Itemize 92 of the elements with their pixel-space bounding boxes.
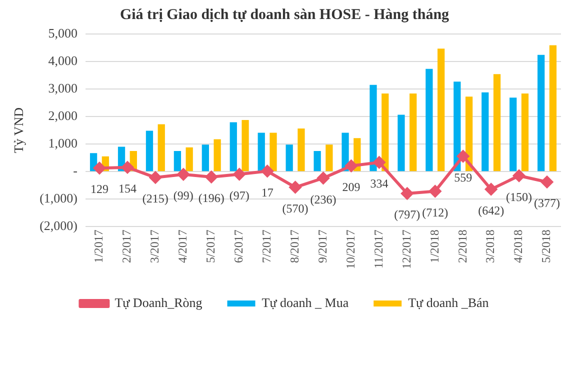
point — [289, 181, 302, 194]
bar — [521, 93, 529, 172]
legend-label: Tự doanh _Bán — [408, 294, 490, 310]
data-label: (797) — [394, 208, 420, 222]
y-tick-label: 2,000 — [48, 108, 78, 123]
data-label: (377) — [534, 196, 560, 210]
bar — [146, 130, 154, 172]
y-axis-title: Tỷ VND — [11, 108, 26, 154]
data-label: (150) — [506, 190, 532, 204]
y-tick-label: 3,000 — [48, 80, 78, 96]
point — [149, 172, 162, 184]
bar — [398, 114, 405, 172]
x-tick-label: 5/2017 — [204, 230, 218, 264]
data-label: (642) — [478, 203, 504, 218]
y-tick-label: 4,000 — [48, 52, 78, 68]
bar — [202, 144, 209, 172]
point — [261, 165, 274, 178]
legend-label: Tự doanh _ Mua — [262, 294, 349, 310]
point — [513, 170, 526, 182]
bar — [186, 147, 193, 172]
bar — [214, 139, 221, 172]
y-tick-label: (2,000) — [40, 218, 78, 234]
x-tick-label: 3/2017 — [148, 230, 162, 264]
data-label: (97) — [229, 188, 250, 202]
bar — [482, 92, 489, 172]
x-tick-label: 1/2017 — [92, 230, 106, 264]
bar — [538, 54, 545, 172]
point — [317, 172, 330, 184]
bar — [314, 150, 321, 172]
bar — [493, 74, 501, 172]
data-label: (712) — [422, 205, 448, 220]
data-label: 154 — [118, 182, 136, 196]
point — [429, 185, 442, 198]
x-tick-label: 1/2018 — [427, 230, 442, 264]
point — [541, 176, 554, 188]
data-label: (196) — [198, 191, 224, 206]
x-tick-label: 2/2018 — [455, 230, 470, 264]
bar — [426, 68, 433, 172]
point — [457, 150, 470, 162]
bar — [326, 144, 333, 172]
x-tick-label: 9/2017 — [315, 230, 330, 264]
point — [401, 188, 414, 200]
y-tick-label: 5,000 — [48, 25, 78, 40]
point — [233, 168, 246, 180]
bar — [465, 96, 473, 172]
bar — [174, 150, 182, 172]
data-label: (570) — [282, 201, 308, 216]
data-label: (215) — [142, 192, 168, 206]
bar — [370, 84, 377, 172]
x-tick-label: 2/2017 — [120, 230, 134, 264]
point — [205, 171, 218, 184]
bar — [242, 120, 249, 172]
bar — [549, 45, 557, 172]
x-tick-label: 11/2017 — [371, 230, 386, 269]
point — [93, 162, 106, 174]
legend-label: Tự Doanh_Ròng — [114, 294, 203, 310]
data-label: 17 — [261, 185, 274, 200]
point — [177, 168, 190, 180]
x-tick-label: 7/2017 — [259, 230, 274, 264]
x-tick-label: 5/2018 — [539, 230, 554, 264]
point — [121, 161, 134, 174]
bar — [438, 48, 445, 172]
bar — [382, 93, 389, 172]
point — [373, 156, 386, 168]
y-tick-label: 1,000 — [48, 136, 78, 151]
chart-title: Giá trị Giao dịch tự doanh sàn HOSE - Hàng tháng — [120, 6, 450, 23]
data-label: 334 — [370, 176, 388, 191]
x-tick-label: 12/2017 — [399, 230, 414, 270]
bar — [286, 144, 293, 172]
bar — [298, 128, 305, 172]
point — [345, 160, 358, 172]
data-label: (99) — [173, 188, 194, 202]
data-label: 209 — [342, 180, 360, 194]
bar — [230, 122, 237, 172]
bar — [270, 132, 277, 172]
x-tick-label: 4/2017 — [176, 230, 190, 264]
y-tick-label: - — [73, 163, 78, 178]
x-tick-label: 6/2017 — [232, 230, 246, 264]
y-tick-label: (1,000) — [40, 190, 78, 206]
bar — [454, 82, 461, 172]
x-tick-label: 8/2017 — [287, 230, 302, 264]
data-label: (236) — [310, 192, 336, 206]
point — [485, 183, 498, 196]
data-label: 559 — [454, 170, 472, 184]
x-tick-label: 3/2018 — [483, 230, 498, 264]
data-label: 129 — [90, 182, 108, 196]
bar — [258, 132, 265, 172]
x-tick-label: 10/2017 — [343, 230, 358, 270]
bar — [410, 93, 417, 172]
bar — [510, 98, 517, 172]
bar — [158, 124, 165, 172]
x-tick-label: 4/2018 — [511, 230, 526, 264]
